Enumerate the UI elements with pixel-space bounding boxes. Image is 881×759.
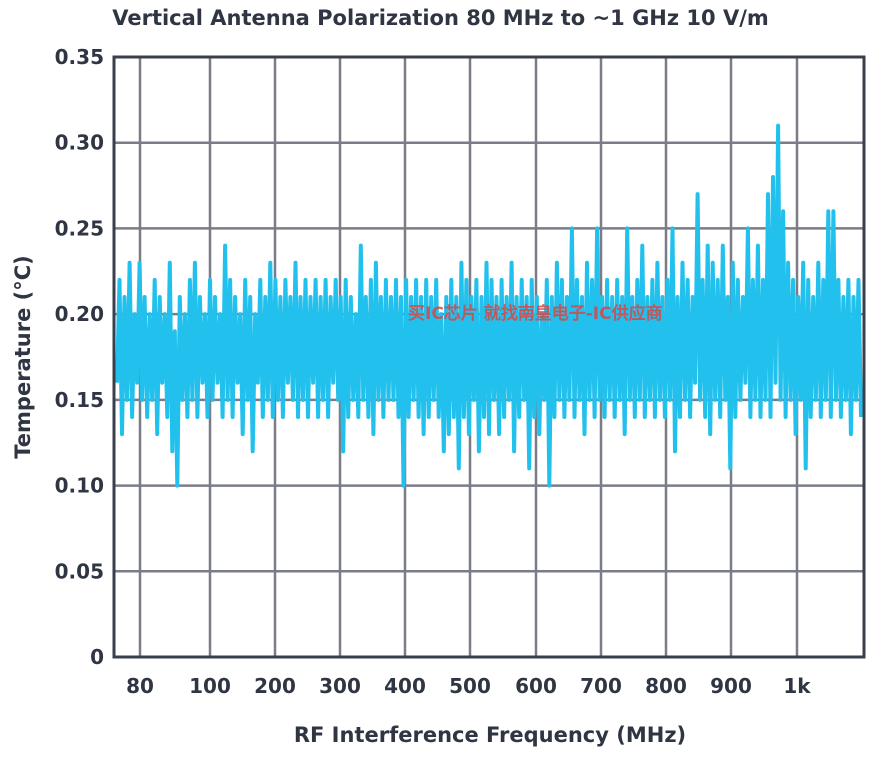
watermark-text: 买IC芯片 就找南皇电子-IC供应商 bbox=[408, 304, 663, 324]
x-tick-label: 80 bbox=[126, 674, 154, 698]
y-tick-label: 0.25 bbox=[55, 216, 104, 240]
x-axis-ticks: 80 100 200 300 400 500 600 700 800 900 1k bbox=[126, 674, 811, 698]
x-axis-label: RF Interference Frequency (MHz) bbox=[294, 723, 686, 747]
y-tick-label: 0.10 bbox=[55, 474, 104, 498]
y-tick-label: 0 bbox=[90, 645, 104, 669]
y-tick-label: 0.35 bbox=[55, 45, 104, 69]
x-tick-label: 200 bbox=[254, 674, 296, 698]
x-tick-label: 300 bbox=[319, 674, 361, 698]
x-tick-label: 100 bbox=[189, 674, 231, 698]
y-tick-label: 0.30 bbox=[55, 131, 104, 155]
plot-frame bbox=[112, 55, 866, 659]
y-tick-label: 0.20 bbox=[55, 302, 104, 326]
x-tick-label: 800 bbox=[645, 674, 687, 698]
x-tick-label: 1k bbox=[783, 674, 811, 698]
x-tick-label: 700 bbox=[580, 674, 622, 698]
x-tick-label: 500 bbox=[449, 674, 491, 698]
x-tick-label: 600 bbox=[515, 674, 557, 698]
chart-title: Vertical Antenna Polarization 80 MHz to … bbox=[112, 6, 769, 30]
y-axis-label: Temperature (°C) bbox=[11, 255, 35, 458]
y-axis-ticks: 0 0.05 0.10 0.15 0.20 0.25 0.30 0.35 bbox=[55, 45, 104, 669]
series-line bbox=[115, 123, 863, 488]
y-tick-label: 0.05 bbox=[55, 559, 104, 583]
y-tick-label: 0.15 bbox=[55, 388, 104, 412]
x-tick-label: 900 bbox=[710, 674, 752, 698]
x-tick-label: 400 bbox=[384, 674, 426, 698]
